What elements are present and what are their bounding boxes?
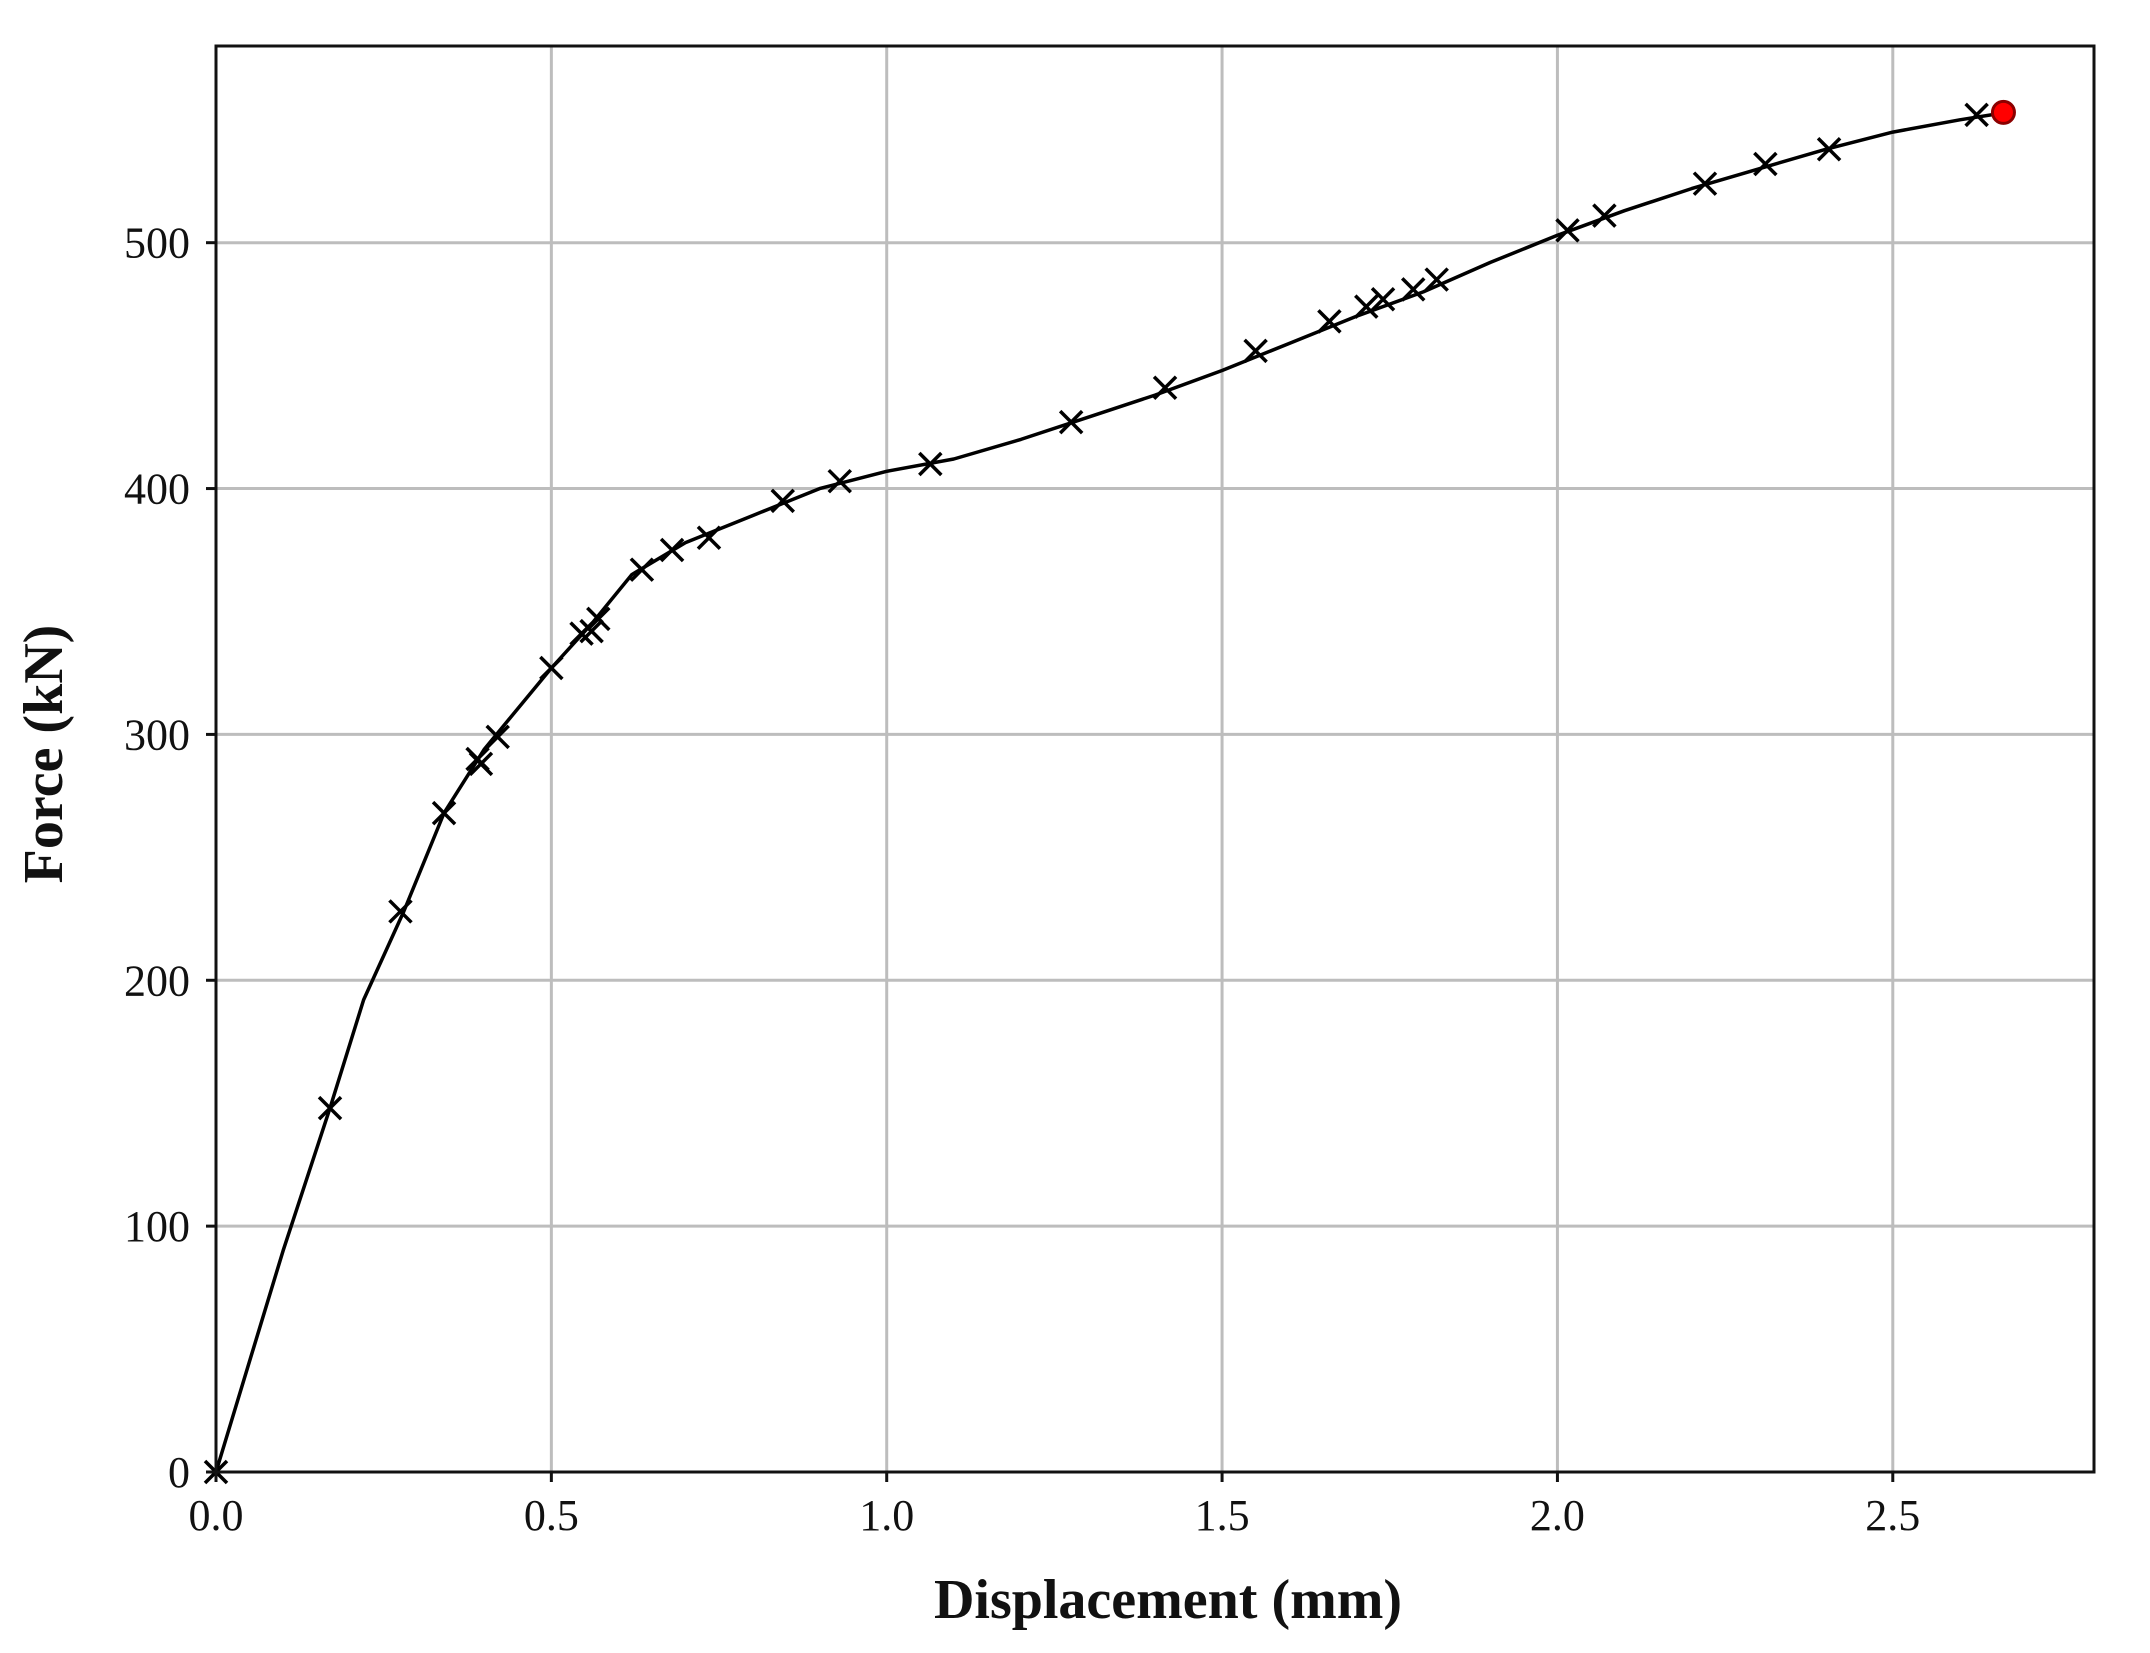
x-marker (918, 451, 943, 477)
x-marker-stroke (317, 1095, 343, 1121)
x-tick-label: 1.0 (859, 1491, 914, 1540)
x-marker (629, 557, 655, 582)
x-marker-stroke (1354, 294, 1379, 319)
x-marker-stroke (1692, 171, 1718, 196)
y-axis-ticks: 0 100 200 300 400 500 (124, 219, 216, 1497)
x-marker-stroke (827, 468, 853, 494)
x-marker (696, 525, 722, 550)
x-marker-stroke (485, 724, 510, 750)
x-marker (827, 468, 853, 494)
x-tick-label: 2.5 (1865, 1491, 1920, 1540)
x-marker (1400, 277, 1426, 302)
x-marker (770, 488, 795, 514)
y-tick-label: 400 (124, 465, 190, 514)
x-marker (1692, 171, 1718, 196)
marker-layer (203, 99, 2016, 1485)
y-tick-label: 500 (124, 219, 190, 268)
x-marker-stroke (539, 655, 564, 681)
x-marker-stroke (1424, 267, 1449, 292)
y-tick-label: 100 (124, 1202, 190, 1251)
x-tick-label: 1.5 (1195, 1491, 1250, 1540)
x-marker-stroke (770, 488, 795, 514)
x-marker-stroke (1058, 409, 1084, 435)
x-marker (1964, 102, 1989, 128)
x-tick-label: 2.0 (1530, 1491, 1585, 1540)
x-marker (1555, 218, 1580, 243)
x-marker (586, 606, 611, 632)
curve-layer (214, 110, 2008, 1473)
x-marker-stroke (1753, 151, 1778, 177)
x-marker-stroke (579, 618, 604, 644)
x-marker-stroke (431, 800, 457, 826)
x-marker-stroke (918, 451, 943, 477)
x-marker (1058, 409, 1084, 435)
x-marker (317, 1095, 343, 1121)
x-marker-stroke (629, 557, 655, 582)
x-marker-stroke (586, 606, 611, 632)
x-marker-stroke (1243, 338, 1268, 364)
force-displacement-curve (214, 110, 2008, 1473)
x-marker (579, 618, 604, 644)
x-marker-stroke (1152, 375, 1178, 400)
y-tick-label: 300 (124, 710, 190, 759)
x-marker (539, 655, 564, 681)
x-marker (431, 800, 457, 826)
x-marker-stroke (1400, 277, 1426, 302)
x-marker (1370, 287, 1396, 312)
x-marker (1354, 294, 1379, 319)
x-tick-label: 0.5 (524, 1491, 579, 1540)
x-marker (1152, 375, 1178, 400)
x-marker (485, 724, 510, 750)
x-marker (1592, 203, 1617, 228)
x-marker-stroke (1370, 287, 1396, 312)
x-marker (1816, 137, 1842, 162)
y-tick-label: 0 (168, 1448, 190, 1497)
x-axis-title: Displacement (mm) (934, 1569, 1402, 1631)
x-marker (659, 537, 685, 563)
x-marker-stroke (468, 751, 494, 777)
x-marker (1317, 309, 1342, 334)
x-marker (1243, 338, 1268, 364)
x-marker-stroke (1592, 203, 1617, 228)
x-marker-stroke (388, 899, 413, 924)
x-marker-stroke (1816, 137, 1842, 162)
x-marker-stroke (659, 537, 685, 563)
y-tick-label: 200 (124, 956, 190, 1005)
endpoint-marker (1990, 99, 2016, 125)
x-marker-stroke (1555, 218, 1580, 243)
grid (216, 46, 2094, 1472)
x-marker-stroke (1317, 309, 1342, 334)
x-marker (1753, 151, 1778, 177)
x-marker (468, 751, 494, 777)
x-marker-stroke (696, 525, 722, 550)
x-tick-label: 0.0 (189, 1491, 244, 1540)
y-axis-title: Force (kN) (13, 625, 75, 884)
x-marker (1424, 267, 1449, 292)
x-axis-ticks: 0.0 0.5 1.0 1.5 2.0 2.5 (189, 1472, 1920, 1540)
plot-frame (214, 44, 2096, 1474)
x-marker (388, 899, 413, 924)
x-marker-stroke (1964, 102, 1989, 128)
